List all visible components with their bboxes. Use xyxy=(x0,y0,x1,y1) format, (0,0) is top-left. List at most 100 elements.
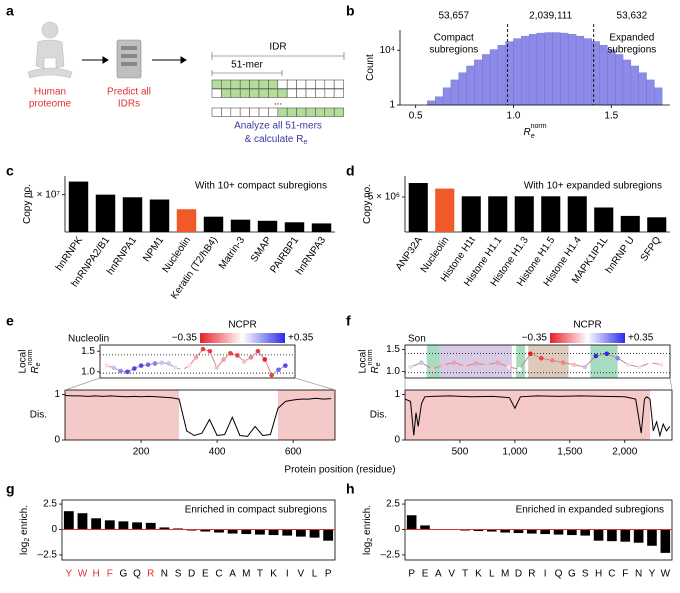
re-point xyxy=(221,357,226,362)
plot-frame xyxy=(404,344,671,379)
histogram-bar xyxy=(489,49,499,106)
plot-frame xyxy=(61,499,336,561)
server-slot xyxy=(121,62,137,66)
predict-label: IDRs xyxy=(118,99,140,110)
bar xyxy=(541,196,561,232)
x-tick-label: N xyxy=(161,569,168,580)
count-label: 2,039,111 xyxy=(529,11,572,22)
bar xyxy=(406,515,417,530)
re-point xyxy=(276,367,281,373)
x-tick-label: Q xyxy=(133,569,141,580)
annotation: With 10+ compact subregions xyxy=(195,181,327,192)
bar xyxy=(647,529,657,546)
y-tick-label: 0 xyxy=(54,435,60,446)
grid-cell xyxy=(315,88,326,98)
histogram-bar xyxy=(481,54,491,106)
re-point xyxy=(262,357,268,362)
bar xyxy=(173,528,183,530)
y-axis-title-text: Copy no. xyxy=(362,184,373,224)
histogram-bar xyxy=(583,38,592,106)
re-point xyxy=(207,348,213,354)
server xyxy=(116,39,142,79)
y-axis-title-sub: e xyxy=(35,362,42,366)
x-tick-label: N xyxy=(635,569,642,580)
re-point xyxy=(200,346,206,352)
histogram-bar xyxy=(497,45,506,106)
disorder-label: Dis. xyxy=(370,410,387,421)
bar xyxy=(77,513,88,530)
panel-label: a xyxy=(6,3,14,19)
bar xyxy=(420,525,430,530)
annotation: Enriched in expanded subregions xyxy=(516,505,664,516)
bar xyxy=(408,183,428,232)
re-point xyxy=(193,355,199,360)
y-axis-title-text: log xyxy=(362,542,373,555)
histogram-bar xyxy=(442,87,452,106)
x-tick-label: P xyxy=(408,569,415,580)
bar xyxy=(567,196,587,232)
count-label: 53,632 xyxy=(617,11,648,22)
re-point xyxy=(125,369,130,375)
grid-cell xyxy=(315,107,326,117)
y-axis-title: Local xyxy=(18,350,29,374)
plot-frame xyxy=(99,344,296,379)
re-point xyxy=(528,351,533,357)
re-point xyxy=(451,360,457,365)
grid-cell xyxy=(277,107,288,117)
re-point xyxy=(419,360,424,365)
x-axis-title-sub: e xyxy=(531,133,535,140)
bar xyxy=(63,511,74,530)
x-tick-label: E xyxy=(202,569,209,580)
arrows xyxy=(82,56,187,64)
region xyxy=(65,390,180,440)
y-axis-title-text: enrich. xyxy=(19,505,30,538)
bar xyxy=(122,197,143,232)
y-axis-title: Renorm xyxy=(367,349,382,373)
x-tick-label: G xyxy=(568,569,576,580)
histogram-bar xyxy=(575,35,585,106)
grid-cell xyxy=(258,88,269,98)
colorbar-tick-label: +0.35 xyxy=(288,333,314,344)
x-tick-label: W xyxy=(661,569,671,580)
x-tick-label: S xyxy=(582,569,589,580)
zoom-line xyxy=(669,377,673,391)
y-tick-label: 0 xyxy=(394,524,400,535)
bar xyxy=(230,219,251,232)
colorbar-title: NCPR xyxy=(228,320,256,331)
bar xyxy=(580,529,591,536)
y-tick-label: 1.5 xyxy=(386,344,400,355)
x-tick-label: A xyxy=(229,569,236,580)
bar xyxy=(186,529,197,531)
bar xyxy=(95,194,116,232)
disorder-line xyxy=(404,395,671,438)
histogram-bar xyxy=(544,32,553,106)
server-slot xyxy=(121,54,137,58)
plot-frame xyxy=(64,389,336,441)
y-tick-label: 0 xyxy=(394,435,400,446)
grid-cell xyxy=(221,79,232,89)
histogram-bar xyxy=(615,54,624,106)
grid-cell xyxy=(221,88,232,98)
count-label: 53,657 xyxy=(439,11,470,22)
histogram-bar xyxy=(505,41,514,106)
bar xyxy=(620,529,631,542)
bar xyxy=(514,196,534,232)
human-label: proteome xyxy=(29,99,72,110)
re-point xyxy=(173,365,178,370)
bar xyxy=(295,529,306,537)
x-tick-label: I xyxy=(286,569,289,580)
y-axis-title-sub: e xyxy=(375,362,382,366)
grid-cell xyxy=(211,79,222,89)
bar xyxy=(461,196,481,232)
y-tick-label: –2.5 xyxy=(381,550,401,561)
x-tick-label: 500 xyxy=(452,447,469,458)
re-point xyxy=(228,350,233,356)
re-point xyxy=(241,359,247,364)
y-axis-title-sub: 2 xyxy=(367,538,374,542)
band xyxy=(426,345,440,378)
re-point xyxy=(132,366,137,371)
x-axis-title: Re norm xyxy=(523,123,546,140)
y-tick-label: 1.5 xyxy=(81,346,95,357)
x-tick-label: H xyxy=(93,569,100,580)
bar xyxy=(91,518,102,530)
